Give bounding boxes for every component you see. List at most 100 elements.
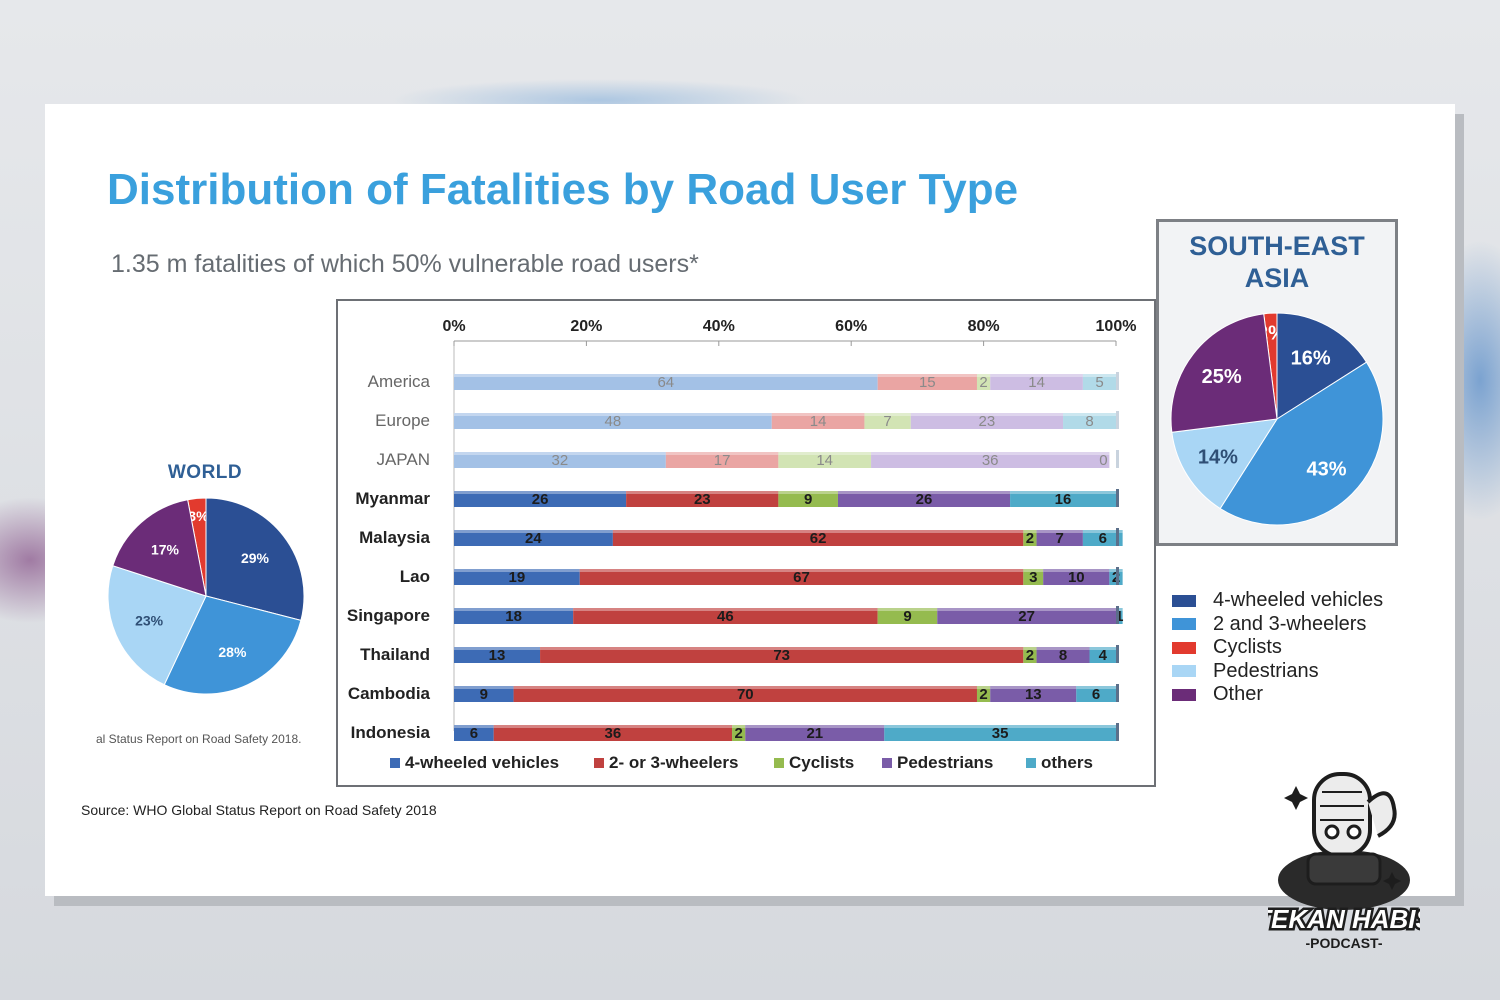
bar-myanmar-2-or-3-wheelers [626, 491, 779, 507]
logo-subtext: -PODCAST- [1306, 935, 1383, 951]
bar-highlight [1023, 647, 1037, 650]
bar-myanmar-pedestrians [837, 491, 1011, 507]
bar-highlight [937, 608, 1116, 611]
pie-legend-swatch [1172, 618, 1196, 631]
bar-value-thailand-pedestrians: 8 [1059, 647, 1067, 664]
bar-highlight [454, 413, 772, 416]
bar-singapore-4-wheeled-vehicles [454, 608, 574, 624]
pie-legend-label: 2 and 3-wheelers [1213, 612, 1367, 635]
sea-title-line1: SOUTH-EAST [1189, 231, 1365, 261]
bar-value-singapore-4-wheeled-vehicles: 18 [505, 608, 522, 625]
world-pie-label-pedestrians: 23% [135, 613, 164, 629]
bar-value-cambodia-pedestrians: 13 [1025, 686, 1042, 703]
world-pie-label-other: 17% [151, 541, 180, 557]
bar-highlight [454, 647, 541, 650]
bar-legend-label-4-wheeled-vehicles: 4-wheeled vehicles [405, 753, 559, 772]
pie-legend-item-other: Other [1172, 683, 1412, 707]
bar-japan-4-wheeled-vehicles [454, 452, 666, 468]
bar-value-japan-4-wheeled-vehicles: 32 [552, 452, 569, 469]
bar-america-4-wheeled-vehicles [454, 374, 878, 390]
bar-malaysia-others [1082, 530, 1123, 546]
world-pie-label-2-and-3-wheelers: 28% [218, 644, 247, 660]
pie-legend-swatch [1172, 641, 1196, 654]
bar-thailand-others [1089, 647, 1116, 663]
category-label-america: America [368, 372, 431, 391]
bar-value-cambodia-2-or-3-wheelers: 70 [737, 686, 754, 703]
bar-highlight [778, 452, 872, 455]
category-label-europe: Europe [375, 411, 430, 430]
slide-subtitle: 1.35 m fatalities of which 50% vulnerabl… [111, 250, 699, 278]
bar-value-america-others: 5 [1095, 374, 1103, 391]
sea-pie-slice-pedestrians [1171, 418, 1278, 510]
world-pie-slice-pedestrians [107, 565, 207, 686]
pie-legend-label: Other [1213, 683, 1264, 706]
sea-pie-label-4-wheeled-vehicles: 16% [1291, 348, 1331, 370]
x-tick-label: 100% [1096, 318, 1137, 335]
bar-cambodia-others [1076, 686, 1116, 702]
stacked-bar-panel: 0% 20% 40% 60% 80% 100% America 64 15 2 14 5 Europe 4… [336, 299, 1156, 787]
bar-europe-2-or-3-wheelers [771, 413, 865, 429]
world-pie-slice-other [112, 499, 207, 597]
bar-value-thailand-2-or-3-wheelers: 73 [773, 647, 790, 664]
bar-value-indonesia-cyclists: 2 [735, 725, 743, 742]
bar-cambodia-cyclists [976, 686, 991, 702]
bar-legend-label-2-or-3-wheelers: 2- or 3-wheelers [609, 753, 738, 772]
bar-highlight [513, 686, 977, 689]
bar-indonesia-others [884, 725, 1116, 741]
bar-europe-others [1063, 413, 1116, 429]
bar-singapore-others [1116, 608, 1123, 624]
bar-highlight [454, 374, 878, 377]
bar-end-cap [1116, 528, 1119, 546]
bar-highlight [976, 374, 991, 377]
bar-highlight [1036, 647, 1090, 650]
bar-value-america-pedestrians: 14 [1028, 374, 1045, 391]
sea-pie-slice-other [1170, 313, 1278, 433]
bar-highlight [573, 608, 878, 611]
bar-thailand-4-wheeled-vehicles [454, 647, 541, 663]
bar-legend-swatch-cyclists [774, 758, 784, 768]
bar-highlight [884, 725, 1116, 728]
bar-highlight [626, 491, 779, 494]
bar-end-cap [1116, 645, 1119, 663]
bar-highlight [990, 374, 1083, 377]
bar-legend-label-cyclists: Cyclists [789, 753, 854, 772]
x-tick-label: 0% [442, 318, 465, 335]
bar-value-singapore-pedestrians: 27 [1018, 608, 1035, 625]
bar-malaysia-pedestrians [1036, 530, 1083, 546]
bar-highlight [579, 569, 1024, 572]
bar-value-malaysia-others: 6 [1099, 530, 1107, 547]
bar-end-cap [1116, 723, 1119, 741]
bar-highlight [1082, 530, 1123, 533]
bar-legend-label-others: others [1041, 753, 1093, 772]
bar-highlight [732, 725, 746, 728]
bar-end-cap [1116, 489, 1119, 507]
bar-myanmar-others [1010, 491, 1116, 507]
bar-malaysia-cyclists [1023, 530, 1037, 546]
bar-value-indonesia-4-wheeled-vehicles: 6 [470, 725, 478, 742]
source-note: Source: WHO Global Status Report on Road… [81, 802, 437, 818]
bar-lao-pedestrians [1043, 569, 1110, 585]
world-pie-slice-4-wheeled-vehicles [205, 497, 305, 621]
pie-legend-item-cyclists: Cyclists [1172, 636, 1412, 660]
bar-value-singapore-others: 1 [1115, 608, 1123, 625]
bar-value-europe-pedestrians: 23 [979, 413, 996, 430]
bar-value-myanmar-2-or-3-wheelers: 23 [694, 491, 711, 508]
bar-end-cap [1116, 684, 1119, 702]
bar-highlight [877, 374, 977, 377]
pie-legend-item-pedestrians: Pedestrians [1172, 660, 1412, 684]
bar-highlight [1010, 491, 1116, 494]
bar-value-thailand-others: 4 [1099, 647, 1108, 664]
bar-highlight [454, 725, 494, 728]
bar-america-cyclists [976, 374, 991, 390]
x-tick-label: 80% [968, 318, 1000, 335]
pie-legend-label: 4-wheeled vehicles [1213, 589, 1384, 612]
bar-highlight [454, 569, 580, 572]
bar-value-singapore-2-or-3-wheelers: 46 [717, 608, 734, 625]
bar-value-america-2-or-3-wheelers: 15 [919, 374, 936, 391]
bar-cambodia-pedestrians [990, 686, 1077, 702]
bar-indonesia-pedestrians [745, 725, 885, 741]
bar-highlight [454, 530, 613, 533]
bar-value-myanmar-pedestrians: 26 [916, 491, 933, 508]
bar-value-cambodia-others: 6 [1092, 686, 1100, 703]
bar-japan-cyclists [778, 452, 872, 468]
